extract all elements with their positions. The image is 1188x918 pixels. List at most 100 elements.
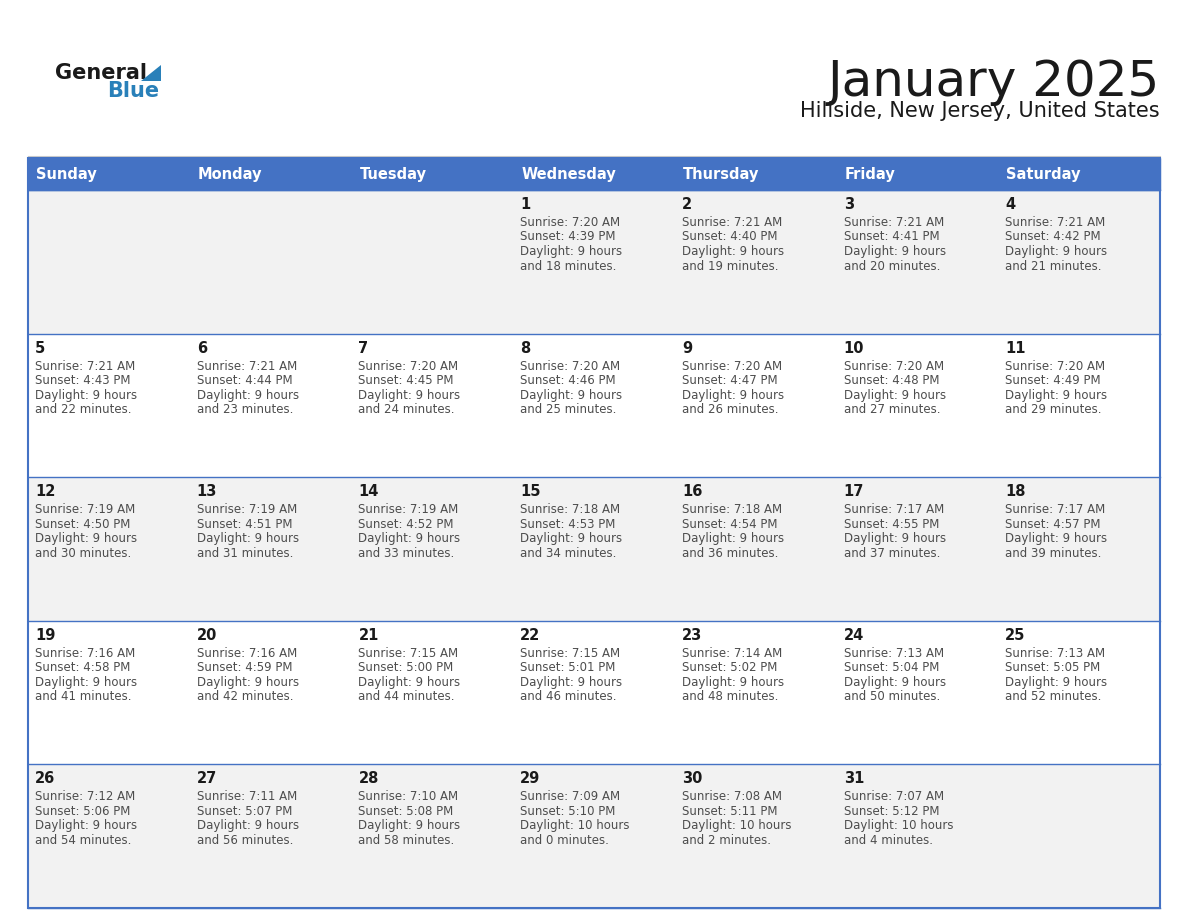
Text: Tuesday: Tuesday	[360, 166, 426, 182]
Text: Sunset: 4:39 PM: Sunset: 4:39 PM	[520, 230, 615, 243]
Text: 7: 7	[359, 341, 368, 355]
Text: Sunset: 4:51 PM: Sunset: 4:51 PM	[197, 518, 292, 531]
Text: Daylight: 9 hours: Daylight: 9 hours	[682, 245, 784, 258]
Text: Sunrise: 7:18 AM: Sunrise: 7:18 AM	[682, 503, 782, 516]
Text: Daylight: 9 hours: Daylight: 9 hours	[359, 676, 461, 688]
Text: Sunrise: 7:17 AM: Sunrise: 7:17 AM	[1005, 503, 1106, 516]
Text: Daylight: 9 hours: Daylight: 9 hours	[197, 388, 299, 401]
Text: Sunrise: 7:20 AM: Sunrise: 7:20 AM	[1005, 360, 1105, 373]
Text: and 48 minutes.: and 48 minutes.	[682, 690, 778, 703]
Text: Daylight: 9 hours: Daylight: 9 hours	[34, 532, 137, 545]
Text: Sunrise: 7:19 AM: Sunrise: 7:19 AM	[197, 503, 297, 516]
Text: 6: 6	[197, 341, 207, 355]
Text: Sunrise: 7:13 AM: Sunrise: 7:13 AM	[1005, 647, 1105, 660]
Text: 4: 4	[1005, 197, 1016, 212]
Text: Daylight: 9 hours: Daylight: 9 hours	[520, 245, 623, 258]
Text: Sunset: 5:01 PM: Sunset: 5:01 PM	[520, 661, 615, 675]
Text: Daylight: 9 hours: Daylight: 9 hours	[1005, 388, 1107, 401]
Text: and 58 minutes.: and 58 minutes.	[359, 834, 455, 847]
Text: 23: 23	[682, 628, 702, 643]
Text: and 34 minutes.: and 34 minutes.	[520, 547, 617, 560]
Text: 24: 24	[843, 628, 864, 643]
Text: Daylight: 9 hours: Daylight: 9 hours	[34, 676, 137, 688]
Text: Sunset: 4:45 PM: Sunset: 4:45 PM	[359, 375, 454, 387]
Text: Sunset: 4:57 PM: Sunset: 4:57 PM	[1005, 518, 1101, 531]
Text: Daylight: 10 hours: Daylight: 10 hours	[520, 820, 630, 833]
Text: 18: 18	[1005, 484, 1025, 499]
Text: Daylight: 9 hours: Daylight: 9 hours	[682, 388, 784, 401]
Text: Sunset: 5:04 PM: Sunset: 5:04 PM	[843, 661, 939, 675]
Text: Sunset: 4:54 PM: Sunset: 4:54 PM	[682, 518, 777, 531]
Text: Blue: Blue	[107, 81, 159, 101]
Text: Daylight: 9 hours: Daylight: 9 hours	[359, 820, 461, 833]
Text: Daylight: 9 hours: Daylight: 9 hours	[682, 676, 784, 688]
Text: 21: 21	[359, 628, 379, 643]
Bar	[29, 333, 1159, 477]
Polygon shape	[141, 65, 162, 81]
Text: Daylight: 9 hours: Daylight: 9 hours	[843, 676, 946, 688]
Text: Daylight: 9 hours: Daylight: 9 hours	[34, 388, 137, 401]
Text: Sunset: 4:52 PM: Sunset: 4:52 PM	[359, 518, 454, 531]
Bar	[513, 158, 675, 190]
Text: Daylight: 9 hours: Daylight: 9 hours	[843, 532, 946, 545]
Text: Sunrise: 7:11 AM: Sunrise: 7:11 AM	[197, 790, 297, 803]
Text: Saturday: Saturday	[1006, 166, 1081, 182]
Text: Sunset: 5:08 PM: Sunset: 5:08 PM	[359, 805, 454, 818]
Text: and 4 minutes.: and 4 minutes.	[843, 834, 933, 847]
Text: Daylight: 9 hours: Daylight: 9 hours	[1005, 532, 1107, 545]
Text: Monday: Monday	[197, 166, 263, 182]
Text: 27: 27	[197, 771, 217, 787]
Text: Sunrise: 7:13 AM: Sunrise: 7:13 AM	[843, 647, 943, 660]
Text: 28: 28	[359, 771, 379, 787]
Text: Daylight: 9 hours: Daylight: 9 hours	[1005, 245, 1107, 258]
Text: and 39 minutes.: and 39 minutes.	[1005, 547, 1101, 560]
Text: 14: 14	[359, 484, 379, 499]
Bar	[352, 158, 513, 190]
Text: 30: 30	[682, 771, 702, 787]
Text: and 37 minutes.: and 37 minutes.	[843, 547, 940, 560]
Text: and 21 minutes.: and 21 minutes.	[1005, 260, 1101, 273]
Text: and 26 minutes.: and 26 minutes.	[682, 403, 778, 416]
Text: Sunset: 4:58 PM: Sunset: 4:58 PM	[34, 661, 131, 675]
Text: Sunset: 4:48 PM: Sunset: 4:48 PM	[843, 375, 939, 387]
Text: Sunrise: 7:21 AM: Sunrise: 7:21 AM	[682, 216, 782, 229]
Text: and 22 minutes.: and 22 minutes.	[34, 403, 132, 416]
Text: Sunset: 5:10 PM: Sunset: 5:10 PM	[520, 805, 615, 818]
Text: Sunrise: 7:19 AM: Sunrise: 7:19 AM	[359, 503, 459, 516]
Bar	[29, 158, 190, 190]
Text: Sunrise: 7:12 AM: Sunrise: 7:12 AM	[34, 790, 135, 803]
Text: Sunrise: 7:15 AM: Sunrise: 7:15 AM	[520, 647, 620, 660]
Bar	[29, 765, 1159, 908]
Text: Wednesday: Wednesday	[522, 166, 615, 182]
Text: Sunset: 5:07 PM: Sunset: 5:07 PM	[197, 805, 292, 818]
Text: Sunrise: 7:20 AM: Sunrise: 7:20 AM	[520, 360, 620, 373]
Text: and 31 minutes.: and 31 minutes.	[197, 547, 293, 560]
Text: Friday: Friday	[845, 166, 896, 182]
Text: Sunrise: 7:20 AM: Sunrise: 7:20 AM	[359, 360, 459, 373]
Text: Daylight: 9 hours: Daylight: 9 hours	[359, 532, 461, 545]
Text: Sunrise: 7:20 AM: Sunrise: 7:20 AM	[682, 360, 782, 373]
Text: 8: 8	[520, 341, 530, 355]
Text: and 33 minutes.: and 33 minutes.	[359, 547, 455, 560]
Text: Hillside, New Jersey, United States: Hillside, New Jersey, United States	[801, 101, 1159, 121]
Text: Daylight: 9 hours: Daylight: 9 hours	[359, 388, 461, 401]
Text: and 27 minutes.: and 27 minutes.	[843, 403, 940, 416]
Text: Sunset: 5:00 PM: Sunset: 5:00 PM	[359, 661, 454, 675]
Text: Daylight: 10 hours: Daylight: 10 hours	[843, 820, 953, 833]
Text: Thursday: Thursday	[683, 166, 759, 182]
Text: Daylight: 9 hours: Daylight: 9 hours	[520, 388, 623, 401]
Text: 31: 31	[843, 771, 864, 787]
Text: and 52 minutes.: and 52 minutes.	[1005, 690, 1101, 703]
Text: Sunset: 4:47 PM: Sunset: 4:47 PM	[682, 375, 777, 387]
Bar	[998, 158, 1159, 190]
Text: Daylight: 9 hours: Daylight: 9 hours	[197, 820, 299, 833]
Text: Sunrise: 7:21 AM: Sunrise: 7:21 AM	[1005, 216, 1106, 229]
Text: 22: 22	[520, 628, 541, 643]
Text: Daylight: 9 hours: Daylight: 9 hours	[520, 676, 623, 688]
Bar	[29, 158, 1159, 190]
Text: 20: 20	[197, 628, 217, 643]
Text: General: General	[55, 63, 147, 83]
Text: Sunrise: 7:14 AM: Sunrise: 7:14 AM	[682, 647, 782, 660]
Text: 13: 13	[197, 484, 217, 499]
Text: Sunrise: 7:10 AM: Sunrise: 7:10 AM	[359, 790, 459, 803]
